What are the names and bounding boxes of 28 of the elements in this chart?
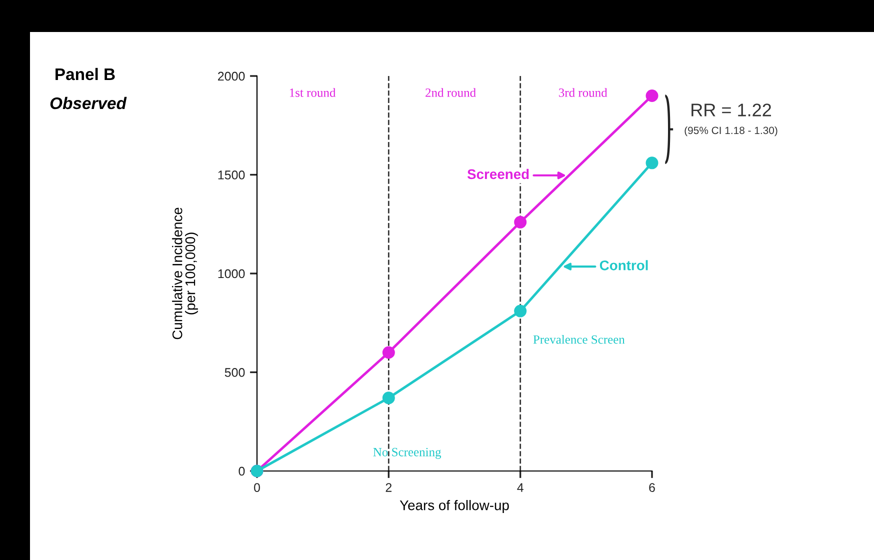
annotation: No Screening [373, 448, 442, 459]
y-tick-label: 1500 [218, 170, 245, 180]
point [382, 392, 395, 404]
point [514, 304, 527, 318]
x-tick-label: 6 [649, 483, 655, 492]
text: Panel B [56, 68, 115, 80]
x-tick-label: 2 [386, 483, 392, 492]
series-label: Screened [467, 168, 529, 180]
text: (95% CI 1.18 - 1.30) [684, 126, 778, 136]
annotation: 3rd round [559, 88, 608, 97]
text: Observed [50, 96, 127, 110]
y-tick-label: 1000 [218, 269, 245, 278]
annotation: 1st round [290, 88, 336, 97]
y-tick-label: 2000 [218, 72, 245, 81]
legend-label: Control [600, 260, 648, 270]
annotation: 2nd round [426, 88, 476, 97]
x-tick-label: 0 [254, 483, 260, 492]
point [646, 90, 658, 102]
x-tick-label: 4 [517, 483, 524, 492]
x-axis-title: Years of follow-up [400, 500, 509, 513]
annotation: Prevalence Screen [533, 334, 625, 344]
point [646, 156, 658, 170]
point [382, 346, 395, 359]
text: RR = 1.22 [692, 104, 771, 116]
y-axis-title: Cumulative Incidence (per 100,000) [172, 208, 198, 340]
y-tick-label: 0 [238, 466, 245, 476]
y-tick-label: 500 [224, 368, 245, 377]
point [514, 216, 527, 228]
